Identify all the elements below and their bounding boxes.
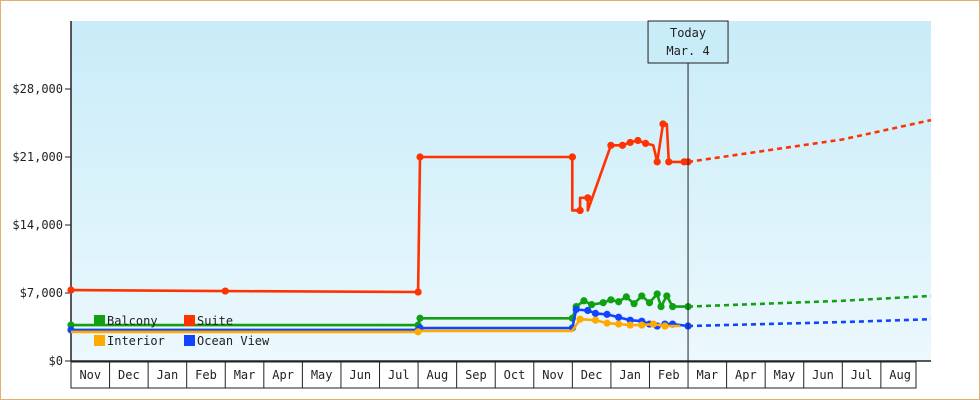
data-point: [638, 292, 646, 300]
data-point: [584, 306, 592, 315]
x-tick-label: Aug: [889, 368, 911, 382]
data-point: [653, 290, 661, 298]
series-suite: [67, 118, 932, 296]
y-tick-label: $21,000: [12, 150, 63, 164]
data-point: [626, 138, 634, 147]
x-tick-label: Jul: [388, 368, 410, 382]
data-point: [414, 328, 422, 336]
legend-swatch-ocean-view: [184, 335, 195, 346]
series-interior: [71, 315, 681, 336]
data-point: [568, 153, 576, 161]
x-tick-label: Dec: [581, 368, 603, 382]
y-axis: $0 $7,000 $14,000 $21,000 $28,000: [12, 21, 72, 368]
legend-label-ocean-view: Ocean View: [197, 334, 270, 348]
data-point: [669, 303, 677, 311]
data-point: [221, 287, 229, 295]
x-tick-label: Jan: [157, 368, 179, 382]
x-tick-label: Nov: [79, 368, 101, 382]
legend-label-balcony: Balcony: [107, 314, 158, 328]
data-point: [416, 314, 424, 322]
series-forecast-ocean-view: [687, 317, 932, 328]
x-tick-label: Dec: [118, 368, 140, 382]
x-tick-label: Jun: [812, 368, 834, 382]
x-tick-label: Oct: [504, 368, 526, 382]
data-point: [588, 301, 596, 309]
data-point: [649, 320, 657, 328]
x-tick-label: Jun: [349, 368, 371, 382]
data-point: [416, 153, 424, 161]
x-tick-label: May: [311, 368, 333, 382]
today-label: Today: [670, 26, 706, 40]
data-point: [634, 136, 642, 145]
data-point: [653, 158, 661, 166]
data-point: [584, 194, 592, 202]
data-point: [607, 141, 615, 149]
today-date: Mar. 4: [666, 44, 709, 58]
today-box: [647, 20, 729, 64]
x-tick-label: Apr: [735, 368, 757, 382]
x-axis: Nov Dec Jan Feb Mar Apr May Jun Jul Aug Sep Oct Nov D…: [70, 360, 931, 389]
legend-label-suite: Suite: [197, 314, 233, 328]
data-point: [657, 303, 665, 311]
data-point: [661, 322, 669, 330]
legend-swatch-balcony: [94, 315, 105, 326]
data-point: [599, 299, 607, 307]
data-point: [615, 313, 623, 321]
y-tick-label: $14,000: [12, 218, 63, 232]
x-tick-label: Jul: [851, 368, 873, 382]
data-point: [618, 141, 627, 149]
series-forecast-balcony: [687, 294, 932, 308]
data-point: [638, 321, 646, 329]
legend-swatch-interior: [94, 335, 105, 346]
x-tick-label: Apr: [272, 368, 294, 382]
data-point: [591, 309, 600, 317]
x-tick-label: Jan: [619, 368, 641, 382]
x-tick-label: Mar: [234, 368, 256, 382]
x-tick-label: Mar: [696, 368, 718, 382]
y-tick-label: $28,000: [12, 82, 63, 96]
y-tick-label: $0: [49, 354, 63, 368]
data-point: [642, 139, 650, 147]
data-point: [603, 319, 611, 327]
data-point: [615, 320, 623, 328]
legend: Balcony Suite Interior Ocean View: [94, 314, 270, 348]
data-point: [626, 321, 634, 329]
data-point: [572, 305, 580, 314]
legend-label-interior: Interior: [107, 334, 165, 348]
data-point: [414, 288, 422, 296]
today-marker: Today Mar. 4: [647, 20, 729, 361]
x-tick-label: Feb: [658, 368, 680, 382]
data-point: [622, 293, 630, 301]
x-tick-label: Sep: [465, 368, 487, 382]
data-point: [580, 297, 588, 305]
data-point: [67, 286, 75, 294]
x-tick-label: May: [774, 368, 796, 382]
data-point: [591, 316, 600, 324]
x-tick-label: Aug: [427, 368, 449, 382]
x-tick-label: Nov: [542, 368, 564, 382]
data-point: [665, 158, 673, 166]
series-layer: [67, 118, 932, 336]
x-tick-label: Feb: [195, 368, 217, 382]
data-point: [615, 298, 623, 306]
data-point: [603, 310, 611, 318]
data-point: [659, 120, 667, 128]
y-tick-label: $7,000: [20, 286, 63, 300]
data-point: [576, 206, 584, 215]
data-point: [630, 300, 638, 308]
series-forecast-suite: [687, 118, 932, 164]
data-point: [663, 292, 671, 300]
legend-swatch-suite: [184, 315, 195, 326]
data-point: [645, 299, 654, 307]
data-point: [607, 296, 615, 304]
data-point: [576, 315, 584, 323]
plot-area: [71, 21, 931, 361]
